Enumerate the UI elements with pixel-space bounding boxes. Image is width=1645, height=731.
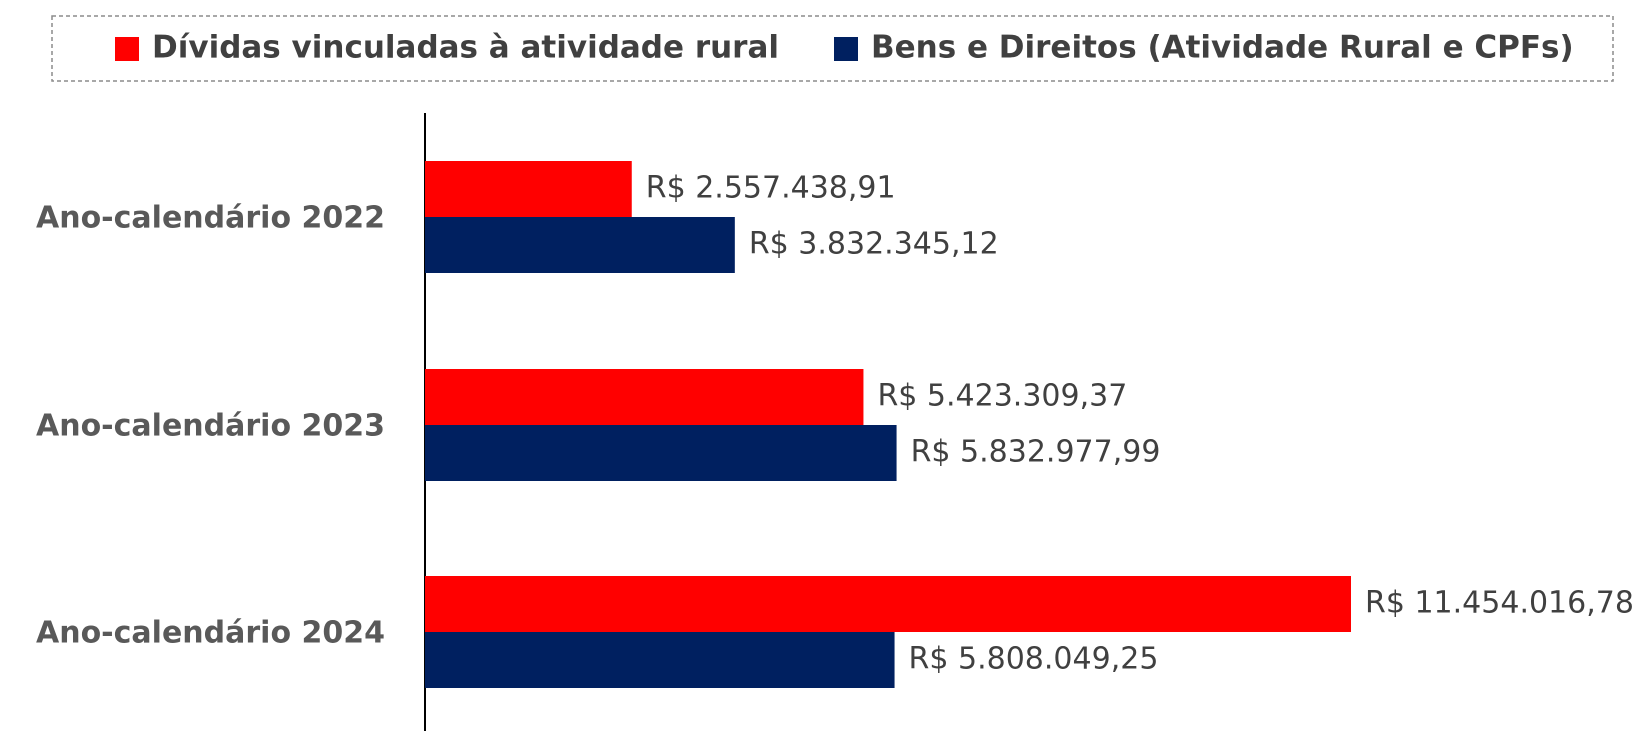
bar [425,576,1351,632]
data-label: R$ 11.454.016,78 [1365,586,1634,621]
bar [425,425,897,481]
data-label: R$ 5.423.309,37 [877,379,1127,414]
bar [425,161,632,217]
legend-label: Bens e Direitos (Atividade Rural e CPFs) [871,30,1574,66]
data-label: R$ 3.832.345,12 [749,227,999,262]
category-label: Ano-calendário 2023 [36,409,385,444]
data-label: R$ 5.832.977,99 [911,435,1161,470]
legend-swatch [834,37,858,61]
category-label: Ano-calendário 2022 [36,201,385,236]
category-label: Ano-calendário 2024 [36,616,385,651]
data-label: R$ 2.557.438,91 [646,171,896,206]
legend-label: Dívidas vinculadas à atividade rural [152,30,779,66]
bar [425,217,735,273]
legend-swatch [115,37,139,61]
legend-box [51,15,1614,82]
data-label: R$ 5.808.049,25 [909,642,1159,677]
bar [425,369,864,425]
bar [425,632,895,688]
